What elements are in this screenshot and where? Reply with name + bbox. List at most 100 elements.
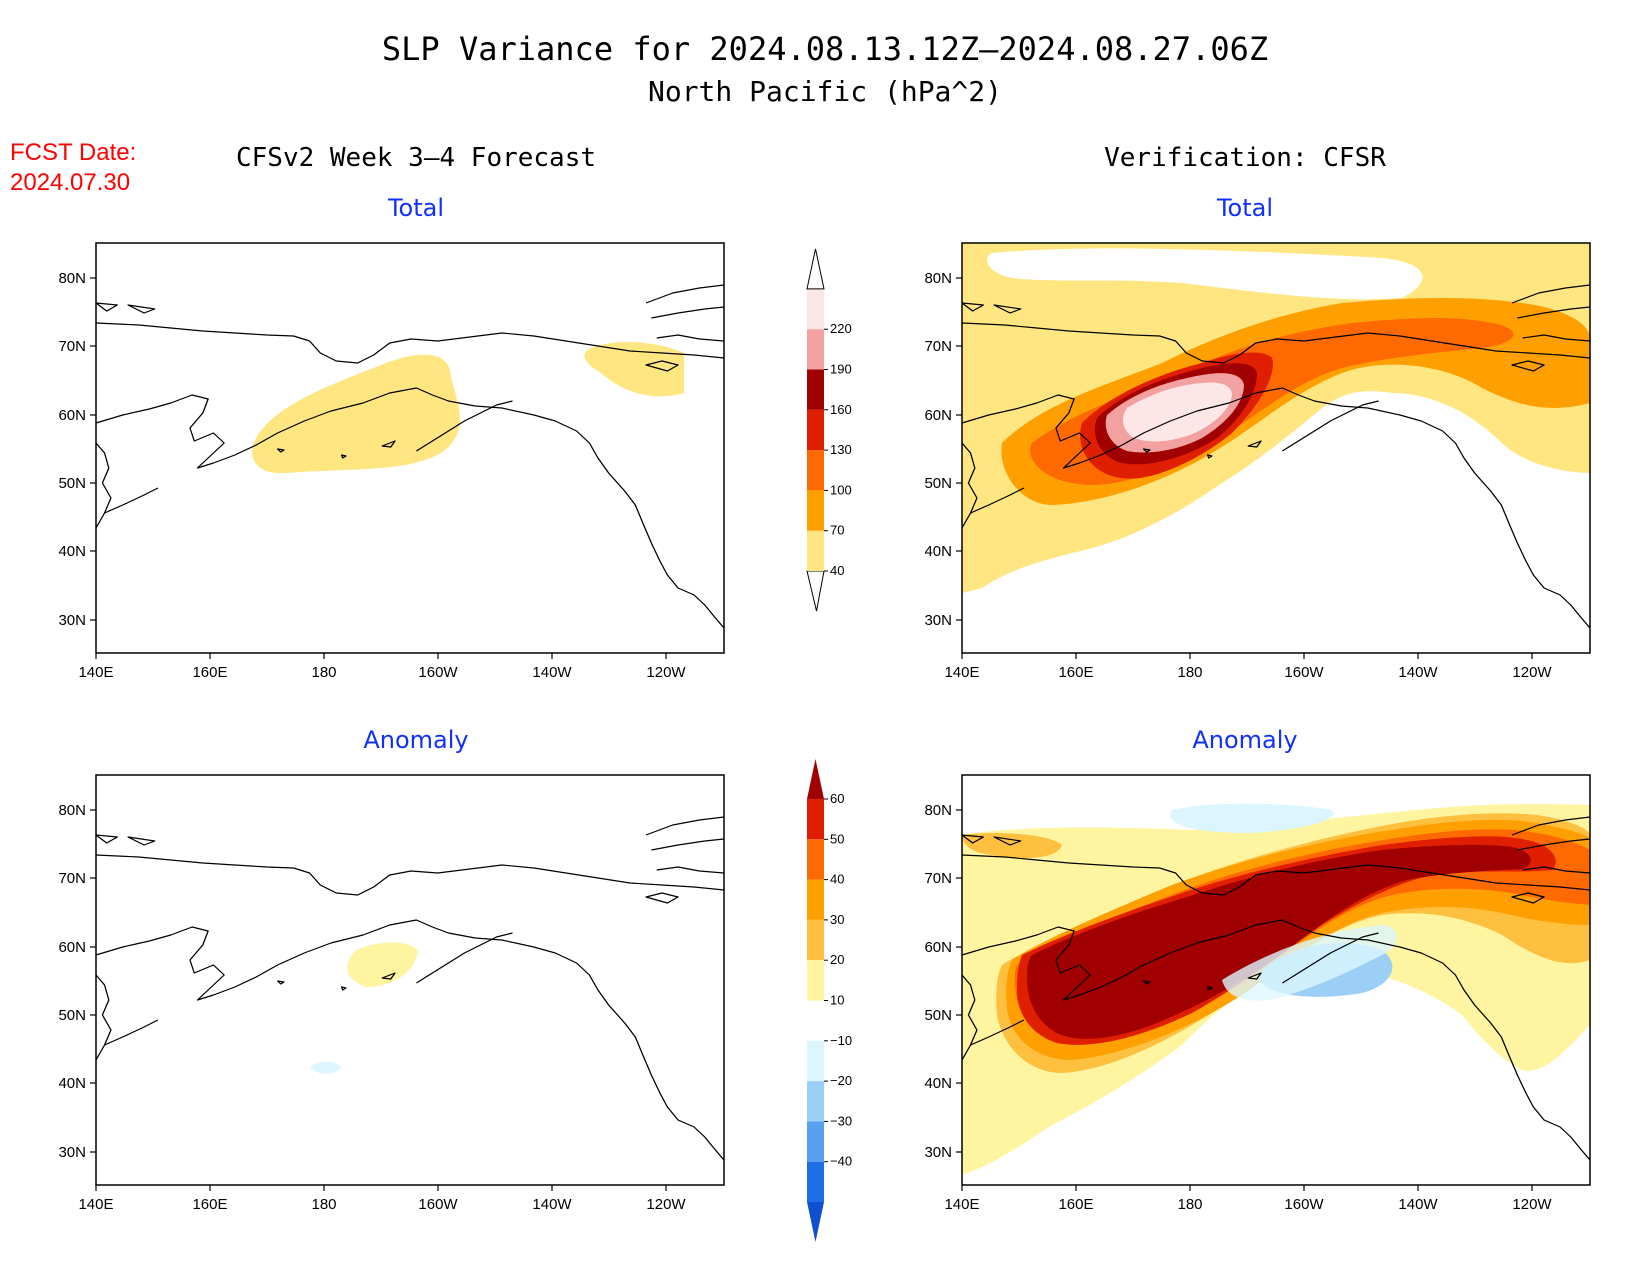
lon-tick-label: 140E [78,664,113,681]
lat-tick-label: 70N [58,870,86,887]
lon-tick-label: 120W [646,1196,686,1213]
colorbar-anomaly-lower-extension [807,1202,824,1242]
colorbar-anomaly-label: 40 [830,872,844,887]
main-title: SLP Variance for 2024.08.13.12Z–2024.08.… [382,30,1268,68]
colorbar-total-swatch [807,450,824,491]
colorbar-total-label: 40 [830,563,844,578]
lat-tick-label: 80N [58,802,86,819]
lat-tick-label: 50N [58,1007,86,1024]
lat-tick-label: 80N [924,270,952,287]
lon-tick-label: 160E [1058,664,1093,681]
colorbar-anomaly-label: 30 [830,912,844,927]
lat-tick-label: 60N [924,407,952,424]
verif-anomaly-title: Anomaly [1192,726,1297,754]
colorbar-anomaly-upper-extension [807,759,824,799]
verification-column-title: Verification: CFSR [1104,143,1386,173]
colorbar-anomaly-swatch [807,799,824,840]
map-panel-verification-anomaly [961,774,1591,1186]
lon-tick-label: 180 [1177,664,1202,681]
colorbar-total-swatch [807,530,824,571]
map-panel-forecast-total [95,242,725,654]
lon-tick-label: 160E [192,1196,227,1213]
colorbar-anomaly-label: 20 [830,952,844,967]
lon-tick-label: 140E [944,664,979,681]
lat-tick-label: 70N [924,870,952,887]
lat-tick-label: 50N [924,475,952,492]
lon-tick-label: 120W [646,664,686,681]
lat-tick-label: 80N [924,802,952,819]
lon-tick-label: 160W [418,664,458,681]
colorbar-total: 40 70 100 130 160 190 220 [806,248,852,612]
lat-tick-label: 40N [58,543,86,560]
colorbar-total-label: 190 [830,362,852,377]
fcst-date-value: 2024.07.30 [10,169,130,196]
fcst-anomaly-title: Anomaly [363,726,468,754]
lat-tick-label: 40N [924,1075,952,1092]
lon-tick-label: 180 [1177,1196,1202,1213]
colorbar-total-label: 160 [830,402,852,417]
lon-tick-label: 140E [78,1196,113,1213]
colorbar-anomaly-swatch [807,1000,824,1041]
colorbar-anomaly-swatch [807,1081,824,1122]
colorbar-anomaly-swatch [807,1040,824,1082]
lat-tick-label: 30N [58,612,86,629]
colorbar-total-swatch [807,409,824,451]
lat-tick-label: 70N [58,338,86,355]
lon-tick-label: 120W [1512,1196,1552,1213]
lat-tick-label: 60N [924,939,952,956]
lon-tick-label: 180 [311,1196,336,1213]
lon-tick-label: 140W [1398,664,1438,681]
colorbar-total-swatch [807,329,824,370]
colorbar-anomaly-label: −30 [830,1113,852,1128]
colorbar-anomaly: 60 50 40 30 20 10 −10 −20 −30 −40 [807,759,852,1242]
colorbar-total-label: 220 [830,321,852,336]
lon-tick-label: 160E [1058,1196,1093,1213]
map-panel-forecast-anomaly [95,774,725,1186]
anomaly-field-forecast [310,942,418,1074]
colorbar-anomaly-label: 60 [830,791,844,806]
lat-tick-label: 30N [924,1144,952,1161]
lat-tick-label: 50N [924,1007,952,1024]
anomaly-field-verification [962,803,1590,1175]
lon-tick-label: 160E [192,664,227,681]
colorbar-total-swatch [807,288,824,330]
colorbar-total-upper-extension [806,248,825,290]
colorbar-total-label: 100 [830,482,852,497]
colorbar-anomaly-swatch [807,960,824,1001]
main-subtitle: North Pacific (hPa^2) [648,75,1002,108]
lon-tick-label: 160W [418,1196,458,1213]
colorbar-total-lower-extension [806,570,825,612]
forecast-column-title: CFSv2 Week 3–4 Forecast [236,143,596,173]
lat-tick-label: 60N [58,407,86,424]
colorbar-anomaly-swatch [807,1161,824,1202]
lon-tick-label: 140W [1398,1196,1438,1213]
lon-tick-label: 180 [311,664,336,681]
fcst-date-label: FCST Date: [10,139,136,166]
lat-tick-label: 50N [58,475,86,492]
lat-tick-label: 40N [924,543,952,560]
lat-tick-label: 30N [924,612,952,629]
colorbar-anomaly-label: −40 [830,1154,852,1169]
colorbar-total-label: 70 [830,523,844,538]
colorbar-anomaly-label: 50 [830,831,844,846]
colorbar-anomaly-label: 10 [830,993,844,1008]
fcst-total-title: Total [387,194,444,222]
verif-total-title: Total [1216,194,1273,222]
variance-field-forecast-total [252,341,684,474]
lon-tick-label: 160W [1284,664,1324,681]
lat-tick-label: 40N [58,1075,86,1092]
lat-tick-label: 80N [58,270,86,287]
colorbar-anomaly-label: −10 [830,1033,852,1048]
lon-tick-label: 140E [944,1196,979,1213]
colorbar-total-label: 130 [830,442,852,457]
colorbar-total-swatch [807,369,824,410]
lat-tick-label: 70N [924,338,952,355]
colorbar-anomaly-swatch [807,919,824,961]
colorbar-anomaly-swatch [807,839,824,880]
lon-tick-label: 140W [532,1196,572,1213]
lon-tick-label: 120W [1512,664,1552,681]
lat-tick-label: 30N [58,1144,86,1161]
colorbar-anomaly-label: −20 [830,1073,852,1088]
lon-tick-label: 160W [1284,1196,1324,1213]
colorbar-total-swatch [807,490,824,531]
